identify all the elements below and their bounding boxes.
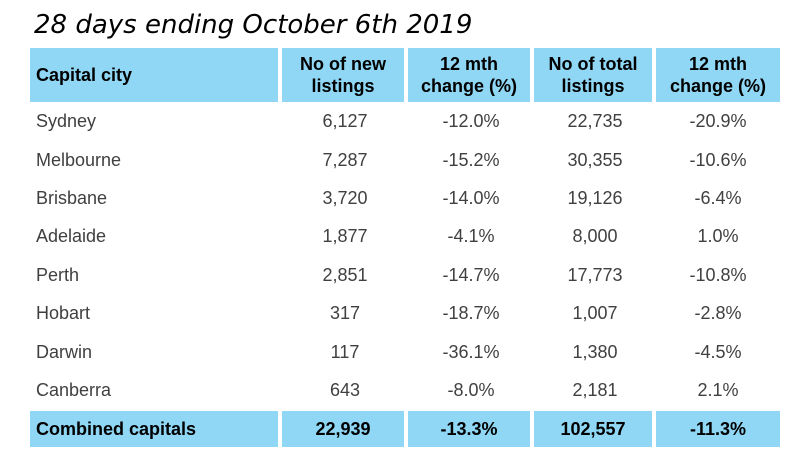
cell-city: Darwin <box>36 341 93 362</box>
cell-city: Hobart <box>36 303 91 324</box>
cell-new-change: -15.2% <box>442 149 500 170</box>
header-total-change-line1: 12 mth <box>688 54 748 74</box>
cell-new-change: -12.0% <box>442 111 500 132</box>
header-new-change-line1: 12 mth <box>439 54 499 74</box>
cell-total-listings: 1,380 <box>572 341 618 362</box>
header-new-listings-line1: No of new <box>300 54 386 74</box>
cell-total-listings: 30,355 <box>567 149 623 170</box>
cell-total-listings: 2,181 <box>572 379 618 400</box>
cell-total-change: -6.4% <box>694 187 742 208</box>
cell-total-listings: 1,007 <box>572 303 618 324</box>
cell-total-listings: 8,000 <box>572 226 618 247</box>
total-new-change: -13.3% <box>408 411 534 448</box>
cell-city: Melbourne <box>36 149 122 170</box>
total-total-change: -11.3% <box>656 411 780 448</box>
header-new-listings-line2: listings <box>311 76 375 96</box>
table-row: Brisbane 3,720 -14.0% 19,126 -6.4% <box>30 179 780 217</box>
cell-total-change: -2.8% <box>694 303 742 324</box>
table-body: Sydney 6,127 -12.0% 22,735 -20.9% Melbou… <box>30 102 780 409</box>
cell-new-listings: 643 <box>329 379 361 400</box>
cell-new-change: -36.1% <box>442 341 500 362</box>
header-new-change-line2: change (%) <box>420 76 517 96</box>
cell-city: Perth <box>36 264 80 285</box>
total-city: Combined capitals <box>30 411 282 448</box>
table-row: Perth 2,851 -14.7% 17,773 -10.8% <box>30 256 780 294</box>
cell-total-change: 1.0% <box>697 226 739 247</box>
cell-new-change: -18.7% <box>442 303 500 324</box>
table-header-row: Capital city No of new listings 12 mth c… <box>30 48 780 102</box>
listings-table: Capital city No of new listings 12 mth c… <box>30 48 780 448</box>
table-row: Adelaide 1,877 -4.1% 8,000 1.0% <box>30 217 780 255</box>
header-capital-city-label: Capital city <box>36 65 133 85</box>
header-capital-city: Capital city <box>30 48 282 102</box>
cell-new-change: -4.1% <box>447 226 495 247</box>
header-total-change: 12 mth change (%) <box>656 48 780 102</box>
header-total-change-line2: change (%) <box>669 76 766 96</box>
total-new-listings: 22,939 <box>282 411 408 448</box>
header-total-listings: No of total listings <box>534 48 656 102</box>
page-title: 28 days ending October 6th 2019 <box>34 10 473 40</box>
cell-total-listings: 22,735 <box>567 111 623 132</box>
cell-city: Canberra <box>36 379 112 400</box>
table-row: Melbourne 7,287 -15.2% 30,355 -10.6% <box>30 140 780 178</box>
total-total-listings: 102,557 <box>534 411 656 448</box>
header-total-listings-line2: listings <box>561 76 625 96</box>
cell-total-change: -10.6% <box>689 149 747 170</box>
cell-new-change: -14.7% <box>442 264 500 285</box>
table-row: Darwin 117 -36.1% 1,380 -4.5% <box>30 332 780 370</box>
cell-total-change: -20.9% <box>689 111 747 132</box>
cell-new-listings: 117 <box>330 341 360 362</box>
table-row: Canberra 643 -8.0% 2,181 2.1% <box>30 371 780 409</box>
table-row: Hobart 317 -18.7% 1,007 -2.8% <box>30 294 780 332</box>
table-total-row: Combined capitals 22,939 -13.3% 102,557 … <box>30 411 780 448</box>
cell-city: Adelaide <box>36 226 107 247</box>
cell-new-listings: 7,287 <box>322 149 368 170</box>
cell-new-change: -14.0% <box>442 187 500 208</box>
cell-total-change: -10.8% <box>689 264 747 285</box>
cell-new-listings: 2,851 <box>322 264 368 285</box>
cell-new-change: -8.0% <box>447 379 495 400</box>
cell-new-listings: 317 <box>329 303 361 324</box>
cell-total-listings: 19,126 <box>567 187 623 208</box>
header-new-listings: No of new listings <box>282 48 408 102</box>
header-new-change: 12 mth change (%) <box>408 48 534 102</box>
cell-new-listings: 1,877 <box>322 226 368 247</box>
cell-new-listings: 3,720 <box>322 187 368 208</box>
cell-total-change: 2.1% <box>697 379 739 400</box>
table-row: Sydney 6,127 -12.0% 22,735 -20.9% <box>30 102 780 140</box>
cell-new-listings: 6,127 <box>322 111 368 132</box>
cell-city: Brisbane <box>36 187 108 208</box>
cell-total-change: -4.5% <box>694 341 742 362</box>
header-total-listings-line1: No of total <box>548 54 638 74</box>
cell-total-listings: 17,773 <box>567 264 623 285</box>
cell-city: Sydney <box>36 111 97 132</box>
